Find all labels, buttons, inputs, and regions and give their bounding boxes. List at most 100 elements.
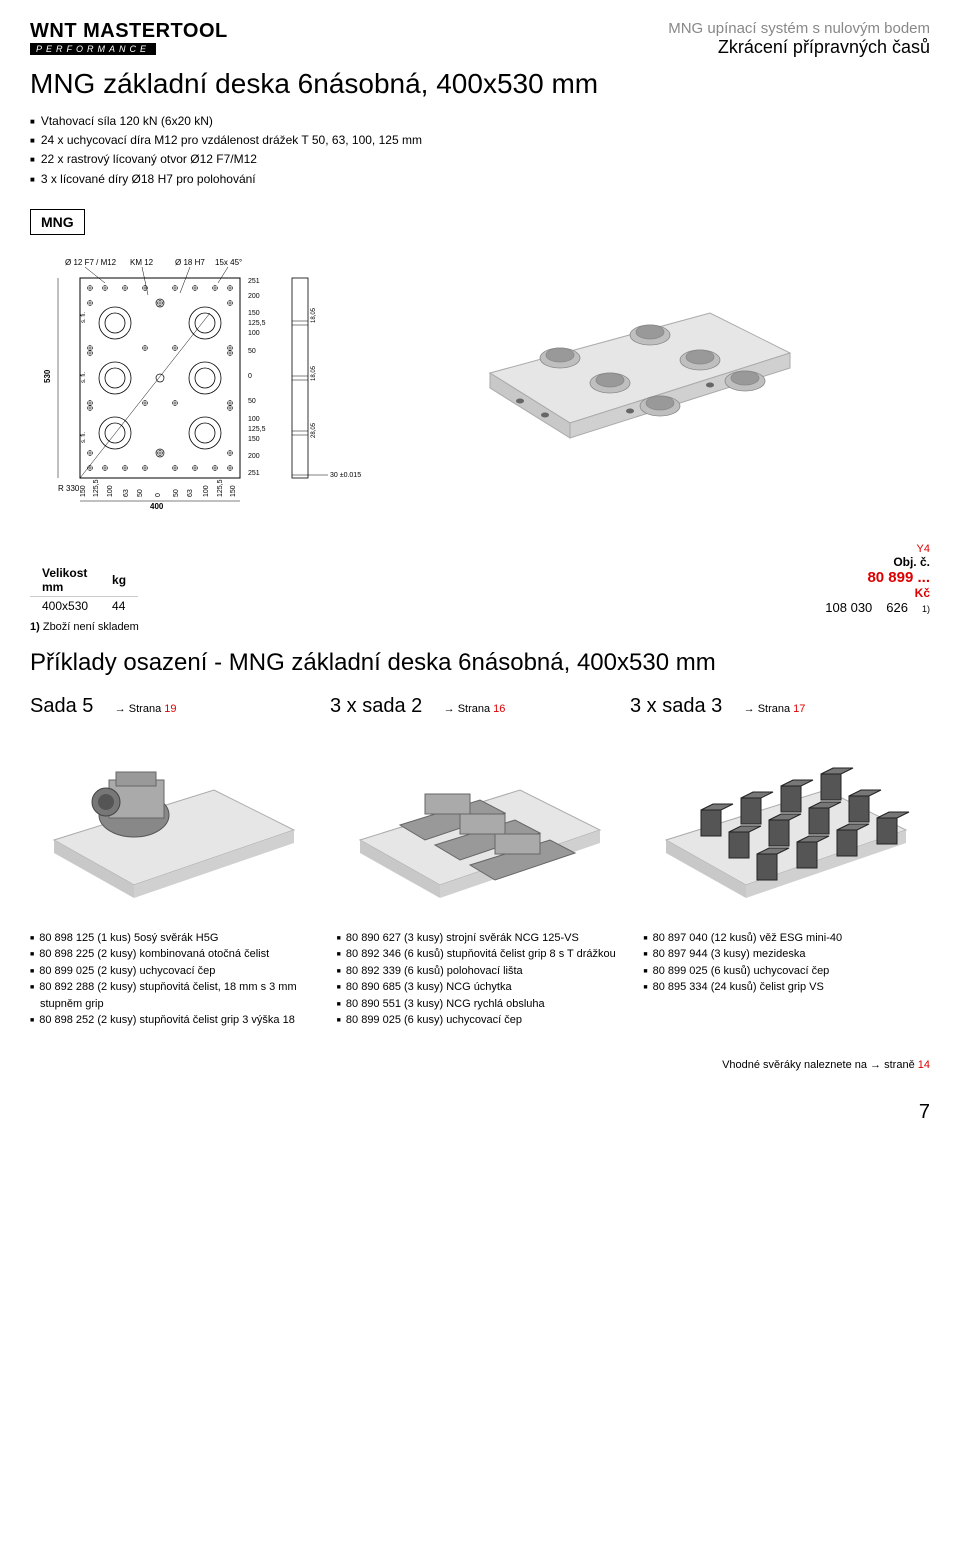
plate-render <box>430 253 810 453</box>
dim-label: Ø 12 F7 / M12 <box>65 258 117 267</box>
parts-col-1: 80 898 125 (1 kus) 5osý svěrák H5G80 898… <box>30 930 317 1029</box>
spec-table: Velikostmm kg 400x530 44 <box>30 564 138 615</box>
feature-item: 24 x uchycovací díra M12 pro vzdálenost … <box>30 131 930 150</box>
order-info: Y4 Obj. č. 80 899 ... Kč 108 030 626 1) <box>825 543 930 615</box>
svg-text:150: 150 <box>248 436 260 443</box>
svg-text:18,05: 18,05 <box>311 307 317 323</box>
currency-label: Kč <box>825 586 930 600</box>
feature-list: Vtahovací síla 120 kN (6x20 kN) 24 x uch… <box>30 112 930 189</box>
dim-radius: R 330 <box>58 484 80 493</box>
svg-text:100: 100 <box>248 330 260 337</box>
svg-text:50: 50 <box>137 489 144 497</box>
svg-text:100: 100 <box>107 485 114 497</box>
svg-text:0: 0 <box>248 373 252 380</box>
feature-item: 3 x lícované díry Ø18 H7 pro polohování <box>30 170 930 189</box>
logo-sub: PERFORMANCE <box>30 43 156 55</box>
svg-text:150: 150 <box>248 310 260 317</box>
page-number: 7 <box>30 1101 930 1124</box>
svg-text:150: 150 <box>230 485 237 497</box>
svg-text:100: 100 <box>248 416 260 423</box>
svg-text:100: 100 <box>203 485 210 497</box>
order-number-label: Obj. č. <box>825 555 930 569</box>
header-subtitle: MNG upínací systém s nulovým bodem <box>668 20 930 37</box>
order-code: 80 899 ... <box>825 569 930 586</box>
set2x3-render <box>336 730 624 900</box>
footnote-num: 1) <box>30 621 40 633</box>
qty-value: 626 <box>886 600 908 615</box>
table-row: 400x530 44 <box>30 596 138 615</box>
set-ref: → Strana 16 <box>444 703 506 715</box>
brand-logo: WNT MASTERTOOL PERFORMANCE <box>30 20 228 55</box>
set-title: Sada 5 <box>30 695 93 718</box>
parts-item: 80 898 225 (2 kusy) kombinovaná otočná č… <box>30 946 317 963</box>
set5-render <box>30 730 318 900</box>
set-title: 3 x sada 2 <box>330 695 422 718</box>
svg-text:63: 63 <box>123 489 130 497</box>
parts-item: 80 897 040 (12 kusů) věž ESG mini-40 <box>643 930 930 947</box>
parts-item: 80 890 551 (3 kusy) NCG rychlá obsluha <box>337 996 624 1013</box>
svg-text:63: 63 <box>187 489 194 497</box>
footnote-text: Zboží není skladem <box>43 621 139 633</box>
set-ref: → Strana 19 <box>115 703 177 715</box>
price-value: 108 030 <box>825 600 872 615</box>
dim-height: 530 <box>43 369 52 383</box>
parts-item: 80 895 334 (24 kusů) čelist grip VS <box>643 979 930 996</box>
svg-text:50: 50 <box>248 398 256 405</box>
svg-text:50: 50 <box>173 489 180 497</box>
svg-text:251: 251 <box>248 470 260 477</box>
parts-item: 80 892 346 (6 kusů) stupňovitá čelist gr… <box>337 946 624 963</box>
parts-item: 80 898 252 (2 kusy) stupňovitá čelist gr… <box>30 1012 317 1029</box>
dim-tolerance: 30 ±0.015 <box>330 472 361 479</box>
set3x3-render <box>642 730 930 900</box>
dim-label: KM 12 <box>130 258 154 267</box>
footnote-ref: 1) <box>922 604 930 614</box>
header-title: Zkrácení přípravných časů <box>668 37 930 58</box>
svg-text:50: 50 <box>248 348 256 355</box>
technical-drawing: Ø 12 F7 / M12 KM 12 Ø 18 H7 15x 45° <box>30 253 390 513</box>
sets-row: Sada 5 → Strana 19 3 x sada 2 → Strana 1… <box>30 695 930 718</box>
parts-item: 80 890 685 (3 kusy) NCG úchytka <box>337 979 624 996</box>
svg-text:s. fi.: s. fi. <box>81 431 87 442</box>
logo-main: WNT MASTERTOOL <box>30 20 228 43</box>
svg-text:200: 200 <box>248 293 260 300</box>
parts-item: 80 892 288 (2 kusy) stupňovitá čelist, 1… <box>30 979 317 1012</box>
parts-item: 80 892 339 (6 kusů) polohovací lišta <box>337 963 624 980</box>
svg-text:125,5: 125,5 <box>248 320 266 327</box>
parts-col-3: 80 897 040 (12 kusů) věž ESG mini-4080 8… <box>643 930 930 1029</box>
svg-text:150: 150 <box>80 485 87 497</box>
feature-item: Vtahovací síla 120 kN (6x20 kN) <box>30 112 930 131</box>
svg-text:200: 200 <box>248 453 260 460</box>
y4-label: Y4 <box>825 543 930 555</box>
svg-text:s. fi.: s. fi. <box>81 311 87 322</box>
svg-text:s. fi.: s. fi. <box>81 371 87 382</box>
dim-label: Ø 18 H7 <box>175 258 205 267</box>
col-kg-header: kg <box>100 564 138 597</box>
parts-item: 80 899 025 (6 kusy) uchycovací čep <box>337 1012 624 1029</box>
page-title: MNG základní deska 6násobná, 400x530 mm <box>30 68 930 100</box>
dim-width: 400 <box>150 502 164 511</box>
cell-size: 400x530 <box>30 596 100 615</box>
svg-text:251: 251 <box>248 278 260 285</box>
parts-col-2: 80 890 627 (3 kusy) strojní svěrák NCG 1… <box>337 930 624 1029</box>
parts-item: 80 898 125 (1 kus) 5osý svěrák H5G <box>30 930 317 947</box>
svg-text:18,05: 18,05 <box>311 365 317 381</box>
parts-item: 80 899 025 (2 kusy) uchycovací čep <box>30 963 317 980</box>
dim-label: 15x 45° <box>215 258 242 267</box>
svg-text:125,5: 125,5 <box>93 479 100 497</box>
parts-item: 80 897 944 (3 kusy) mezideska <box>643 946 930 963</box>
cell-kg: 44 <box>100 596 138 615</box>
svg-text:28,05: 28,05 <box>311 422 317 438</box>
svg-text:125,5: 125,5 <box>248 426 266 433</box>
set-ref: → Strana 17 <box>744 703 806 715</box>
section-examples-title: Příklady osazení - MNG základní deska 6n… <box>30 649 930 677</box>
set-title: 3 x sada 3 <box>630 695 722 718</box>
parts-item: 80 890 627 (3 kusy) strojní svěrák NCG 1… <box>337 930 624 947</box>
feature-item: 22 x rastrový lícovaný otvor Ø12 F7/M12 <box>30 150 930 169</box>
bottom-cross-ref: Vhodné svěráky naleznete na → straně 14 <box>30 1059 930 1071</box>
parts-item: 80 899 025 (6 kusů) uchycovací čep <box>643 963 930 980</box>
header-right: MNG upínací systém s nulovým bodem Zkrác… <box>668 20 930 58</box>
svg-text:0: 0 <box>155 493 162 497</box>
col-size-header: Velikostmm <box>30 564 100 597</box>
mng-badge: MNG <box>30 209 85 235</box>
svg-text:125,5: 125,5 <box>217 479 224 497</box>
